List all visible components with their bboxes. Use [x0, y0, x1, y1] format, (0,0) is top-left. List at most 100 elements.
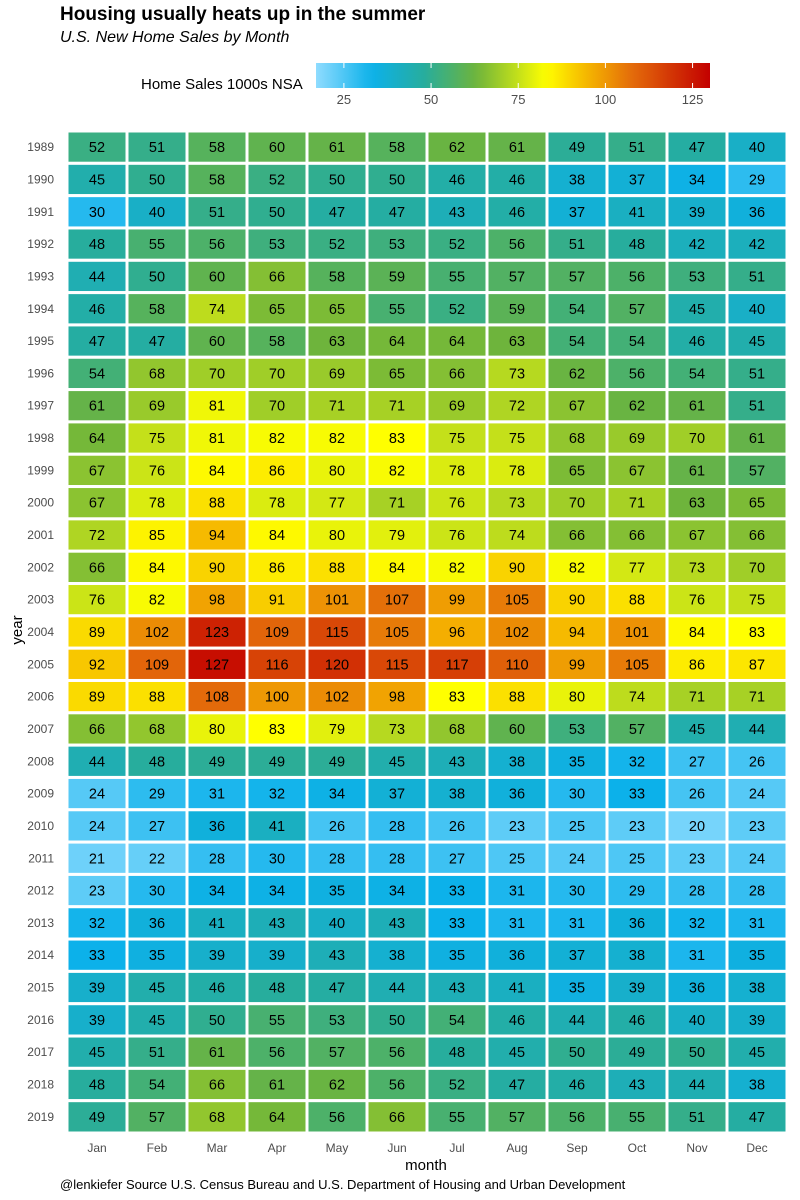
cell-value-label: 40: [749, 140, 765, 156]
cell-value-label: 48: [89, 1078, 105, 1094]
cell-value-label: 65: [749, 496, 765, 512]
cell-value-label: 31: [689, 948, 705, 964]
cell-value-label: 34: [389, 884, 405, 900]
cell-value-label: 79: [329, 722, 345, 738]
heatmap-cell: [65, 517, 129, 553]
cell-value-label: 49: [569, 140, 585, 156]
cell-value-label: 75: [749, 593, 765, 609]
cell-value-label: 67: [89, 463, 105, 479]
cell-value-label: 69: [629, 431, 645, 447]
cell-value-label: 61: [509, 140, 525, 156]
heatmap-cell: [365, 452, 429, 489]
y-tick-label: 2013: [27, 916, 54, 930]
cell-value-label: 76: [449, 528, 465, 544]
cell-value-label: 101: [625, 625, 649, 641]
heatmap-cell: [545, 194, 609, 230]
cell-value-label: 64: [89, 431, 105, 447]
cell-value-label: 52: [449, 237, 465, 253]
cell-value-label: 83: [269, 722, 285, 738]
cell-value-label: 68: [209, 1110, 225, 1126]
cell-value-label: 89: [89, 690, 105, 706]
cell-value-label: 26: [449, 819, 465, 835]
cell-value-label: 24: [749, 851, 765, 867]
cell-value-label: 58: [209, 172, 225, 188]
cell-value-label: 76: [689, 593, 705, 609]
cell-value-label: 50: [329, 172, 345, 188]
cell-value-label: 65: [389, 366, 405, 382]
y-tick-label: 2002: [27, 560, 54, 574]
cell-value-label: 39: [209, 948, 225, 964]
cell-value-label: 35: [749, 948, 765, 964]
cell-value-label: 23: [509, 819, 525, 835]
heatmap-cell: [125, 872, 189, 909]
cell-value-label: 66: [209, 1078, 225, 1094]
cell-value-label: 28: [749, 884, 765, 900]
cell-value-label: 79: [389, 528, 405, 544]
y-tick-label: 2019: [27, 1110, 54, 1124]
cell-value-label: 74: [629, 690, 645, 706]
heatmap-cell: [605, 1002, 669, 1038]
cell-value-label: 68: [449, 722, 465, 738]
cell-value-label: 36: [749, 205, 765, 221]
cell-value-label: 23: [89, 884, 105, 900]
legend-title: Home Sales 1000s NSA: [141, 76, 303, 93]
cell-value-label: 110: [505, 657, 528, 673]
cell-value-label: 127: [205, 657, 229, 673]
cell-value-label: 36: [209, 819, 225, 835]
y-tick-label: 1993: [27, 269, 54, 283]
cell-value-label: 45: [689, 302, 705, 318]
heatmap-cell: [125, 258, 189, 295]
cell-value-label: 49: [329, 754, 345, 770]
cell-value-label: 72: [89, 528, 105, 544]
cell-value-label: 66: [449, 366, 465, 382]
heatmap-cell: [425, 517, 489, 553]
heatmap-cell: [185, 582, 249, 618]
heatmap-cell: [725, 775, 789, 812]
heatmap-cell: [605, 355, 669, 392]
cell-value-label: 65: [329, 302, 345, 318]
cell-value-label: 50: [209, 1013, 225, 1029]
cell-value-label: 69: [449, 399, 465, 415]
cell-value-label: 45: [89, 172, 105, 188]
heatmap-cell: [725, 291, 789, 327]
cell-value-label: 115: [385, 657, 408, 673]
cell-value-label: 67: [89, 496, 105, 512]
cell-value-label: 60: [269, 140, 285, 156]
cell-value-label: 52: [329, 237, 345, 253]
cell-value-label: 39: [689, 205, 705, 221]
cell-value-label: 49: [209, 754, 225, 770]
cell-value-label: 22: [149, 851, 165, 867]
cell-value-label: 68: [149, 366, 165, 382]
cell-value-label: 36: [689, 981, 705, 997]
heatmap-cell: [485, 905, 549, 941]
cell-value-label: 70: [689, 431, 705, 447]
cell-value-label: 62: [569, 366, 585, 382]
cell-value-label: 32: [629, 754, 645, 770]
cell-value-label: 81: [209, 431, 225, 447]
cell-value-label: 45: [689, 722, 705, 738]
cell-value-label: 54: [449, 1013, 465, 1029]
cell-value-label: 30: [269, 851, 285, 867]
cell-value-label: 92: [89, 657, 105, 673]
cell-value-label: 45: [509, 1045, 525, 1061]
heatmap-cell: [665, 485, 729, 521]
cell-value-label: 46: [209, 981, 225, 997]
cell-value-label: 109: [145, 657, 169, 673]
cell-value-label: 47: [389, 205, 405, 221]
cell-value-label: 40: [689, 1013, 705, 1029]
cell-value-label: 43: [449, 981, 465, 997]
y-tick-label: 1992: [27, 237, 54, 251]
heatmap-cell: [305, 1066, 369, 1103]
cell-value-label: 40: [329, 916, 345, 932]
cell-value-label: 105: [625, 657, 649, 673]
cell-value-label: 39: [749, 1013, 765, 1029]
cell-value-label: 43: [389, 916, 405, 932]
cell-value-label: 86: [269, 560, 285, 576]
cell-value-label: 94: [569, 625, 585, 641]
cell-value-label: 117: [445, 657, 468, 673]
cell-value-label: 38: [749, 981, 765, 997]
cell-value-label: 101: [325, 593, 349, 609]
y-tick-label: 1994: [27, 302, 54, 316]
cell-value-label: 68: [149, 722, 165, 738]
y-tick-label: 2004: [27, 625, 54, 639]
